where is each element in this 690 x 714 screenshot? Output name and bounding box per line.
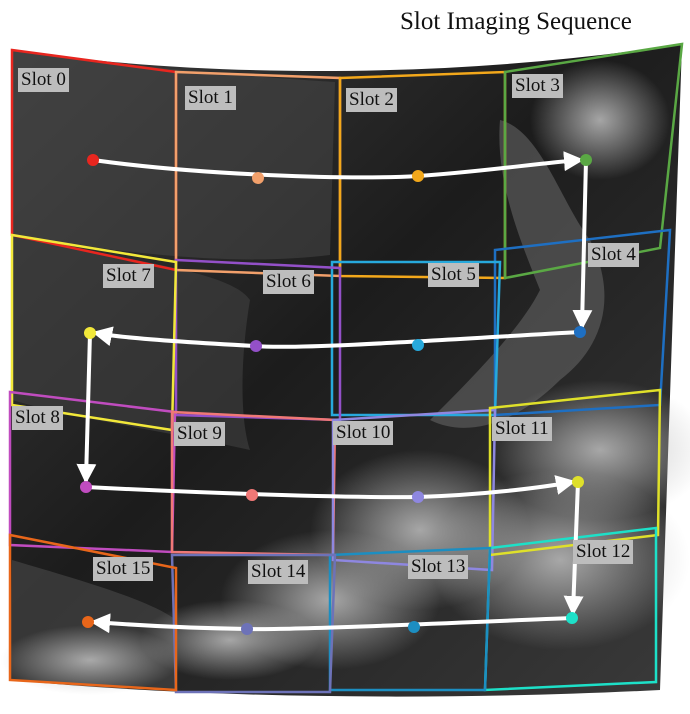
slot-dot-7	[84, 327, 96, 339]
slot-label-3: Slot 3	[512, 74, 563, 98]
scan-arrow-down-3-4	[572, 158, 593, 330]
scan-arrow-row1	[92, 326, 582, 349]
scan-arrow-row0	[91, 151, 584, 180]
slot-label-11: Slot 11	[492, 417, 552, 441]
slot-label-13: Slot 13	[408, 555, 469, 579]
slot-label-15: Slot 15	[93, 557, 154, 581]
slot-dot-11	[572, 476, 584, 488]
slot-label-12: Slot 12	[573, 540, 634, 564]
cloud-region	[0, 625, 180, 695]
slot-label-4: Slot 4	[588, 243, 639, 267]
slot-frame-3	[503, 42, 684, 280]
land-region	[12, 50, 335, 260]
slot-dot-13	[408, 621, 420, 633]
slot-label-5: Slot 5	[428, 263, 479, 287]
slot-label-7: Slot 7	[103, 264, 154, 288]
diagram-title: Slot Imaging Sequence	[400, 8, 632, 35]
land-region	[430, 120, 605, 428]
slot-dot-1	[252, 172, 264, 184]
slot-label-14: Slot 14	[248, 560, 309, 584]
slot-dot-4	[574, 326, 586, 338]
land-region	[12, 235, 250, 450]
slot-dot-3	[580, 154, 592, 166]
slot-label-10: Slot 10	[333, 421, 394, 445]
scan-arrow-row2	[84, 475, 576, 500]
slot-dot-9	[246, 489, 258, 501]
slot-frame-13	[328, 546, 492, 692]
slot-dot-6	[250, 340, 262, 352]
scan-arrow-row3	[90, 613, 574, 634]
scan-arrow-down-7-8	[76, 331, 97, 484]
slot-label-9: Slot 9	[174, 422, 225, 446]
slot-dot-5	[412, 339, 424, 351]
slot-frame-11	[488, 388, 662, 557]
slot-label-1: Slot 1	[185, 86, 236, 110]
slot-dot-12	[566, 612, 578, 624]
slot-frame-14	[170, 553, 337, 694]
slot-label-0: Slot 0	[18, 68, 69, 92]
slot-dot-14	[241, 623, 253, 635]
slot-label-6: Slot 6	[263, 270, 314, 294]
slot-dot-2	[412, 170, 424, 182]
cloud-region	[140, 600, 320, 680]
cloud-region	[530, 60, 670, 180]
slot-label-8: Slot 8	[12, 406, 63, 430]
slot-dot-10	[412, 491, 424, 503]
slot-dot-0	[87, 154, 99, 166]
slot-label-2: Slot 2	[346, 88, 397, 112]
slot-dot-15	[82, 616, 94, 628]
slot-frame-10	[331, 408, 497, 572]
slot-dot-8	[80, 481, 92, 493]
